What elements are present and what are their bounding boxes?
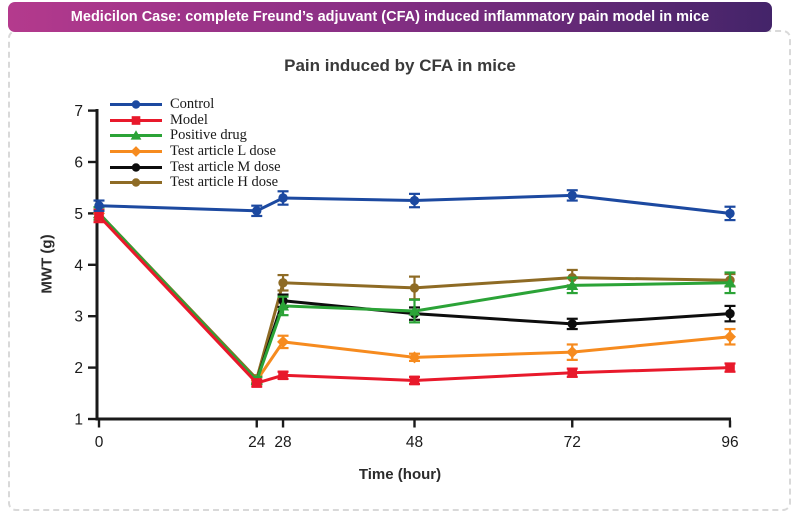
data-point-marker <box>131 162 141 172</box>
y-tick-label: 4 <box>74 257 83 274</box>
data-point-marker <box>408 305 421 316</box>
data-point-marker <box>724 276 736 288</box>
data-point-marker <box>567 319 577 329</box>
y-tick-label: 5 <box>74 206 83 223</box>
data-point-marker <box>131 178 141 187</box>
y-tick-label: 7 <box>74 103 83 120</box>
data-point-marker <box>277 300 290 311</box>
legend-label: Positive drug <box>170 127 247 144</box>
square-legend-symbol-icon <box>110 116 162 125</box>
x-tick-label: 0 <box>95 434 104 451</box>
data-point-marker <box>131 100 141 110</box>
data-point-marker <box>409 283 420 293</box>
circle-legend-symbol-icon <box>110 162 162 172</box>
data-point-marker <box>278 370 288 381</box>
legend-label: Test article M dose <box>170 158 281 175</box>
case-banner: Medicilon Case: complete Freund’s adjuva… <box>8 2 772 32</box>
circle-legend-symbol-icon <box>110 100 162 110</box>
data-point-marker <box>278 193 288 203</box>
series-line-positive-drug <box>97 212 731 384</box>
chart-legend: Control Model Positive drug Test article L … <box>110 96 281 191</box>
legend-item: Positive drug <box>110 127 281 144</box>
data-point-marker <box>131 116 141 125</box>
data-point-marker <box>130 130 142 141</box>
triangle-legend-symbol-icon <box>110 130 162 141</box>
y-tick-label: 1 <box>74 412 83 429</box>
x-tick-label: 24 <box>248 434 266 451</box>
series-line-model <box>97 214 731 385</box>
legend-item: Model <box>110 111 281 129</box>
y-tick-label: 6 <box>74 155 83 172</box>
legend-label: Test article H dose <box>170 174 279 191</box>
circle-legend-symbol-icon <box>110 178 162 187</box>
legend-item: Test article H dose <box>110 174 281 191</box>
data-point-marker <box>409 375 420 386</box>
x-tick-label: 96 <box>721 434 738 451</box>
y-tick-label: 2 <box>74 360 83 377</box>
y-axis-label: MWT (g) <box>38 234 56 294</box>
legend-label: Control <box>170 96 215 113</box>
x-tick-label: 48 <box>406 434 423 451</box>
data-point-marker <box>725 208 735 219</box>
data-point-marker <box>408 351 421 364</box>
legend-label: Test article L dose <box>170 143 276 160</box>
legend-item: Control <box>110 96 281 113</box>
x-axis-label: Time (hour) <box>358 466 442 483</box>
legend-item: Test article L dose <box>110 143 281 160</box>
data-point-marker <box>566 346 579 359</box>
data-point-marker <box>566 279 579 290</box>
data-point-marker <box>251 378 262 388</box>
data-point-marker <box>94 200 104 211</box>
data-point-marker <box>725 308 735 319</box>
data-point-marker <box>277 335 290 348</box>
legend-item: Test article M dose <box>110 159 281 175</box>
data-point-marker <box>724 330 736 343</box>
x-tick-label: 28 <box>274 434 291 451</box>
data-point-marker <box>278 278 288 288</box>
data-point-marker <box>725 362 735 373</box>
case-banner-title: Medicilon Case: complete Freund’s adjuva… <box>70 9 710 25</box>
data-point-marker <box>130 146 142 157</box>
data-point-marker <box>94 211 104 221</box>
chart-title: Pain induced by CFA in mice <box>284 56 516 75</box>
data-point-marker <box>409 195 420 206</box>
data-point-marker <box>252 206 262 216</box>
y-tick-label: 3 <box>74 309 83 326</box>
x-tick-label: 72 <box>564 434 581 451</box>
data-point-marker <box>567 190 577 201</box>
data-point-marker <box>567 367 578 378</box>
diamond-legend-symbol-icon <box>110 146 162 157</box>
series-line-control <box>98 193 731 215</box>
legend-label: Model <box>170 111 208 128</box>
